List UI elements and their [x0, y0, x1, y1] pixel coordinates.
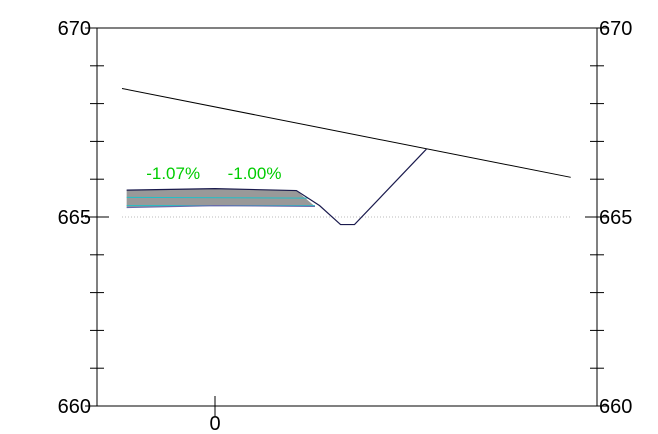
grade-label: -1.00% [228, 164, 282, 183]
y-tick-label-right: 670 [599, 18, 632, 40]
x-tick-label: 0 [209, 413, 220, 434]
y-tick-label-left: 665 [58, 207, 91, 229]
y-tick-label-left: 670 [58, 18, 91, 40]
design-section-line [126, 148, 428, 226]
y-tick-label-right: 665 [599, 207, 632, 229]
y-tick-label-left: 660 [58, 396, 91, 418]
existing-ground-line [121, 87, 571, 178]
pavement-edge-line [126, 196, 309, 199]
y-tick-label-right: 660 [599, 396, 632, 418]
grade-label: -1.07% [146, 164, 200, 183]
